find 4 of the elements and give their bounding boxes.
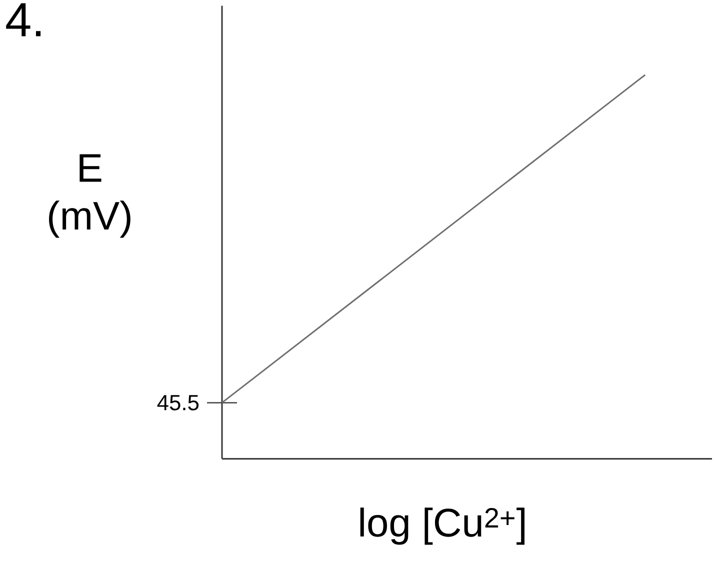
annotation: 45.5 <box>157 395 199 410</box>
y-axis-title: E (mV) <box>49 154 130 238</box>
chart-title: 4. <box>6 3 41 36</box>
x-axis-title: log [Cu$^{2+}$] <box>360 508 524 545</box>
